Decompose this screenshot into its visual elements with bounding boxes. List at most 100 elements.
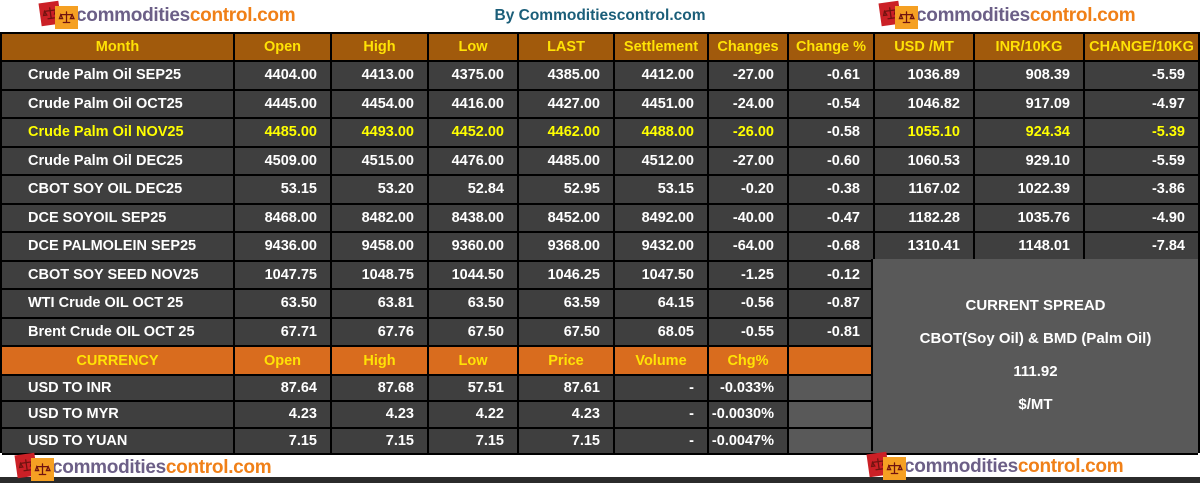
- table-cell: 9458.00: [332, 233, 429, 260]
- column-header: Chg%: [709, 347, 789, 374]
- table-cell: 87.68: [332, 376, 429, 401]
- table-cell: -3.86: [1151, 181, 1185, 198]
- table-cell: 1044.50: [429, 261, 519, 288]
- table-row: Crude Palm Oil NOV25 4485.00 4493.00 4452.0…: [2, 119, 1198, 148]
- table-cell: USD TO MYR: [2, 402, 235, 427]
- table-cell: 63.50: [235, 290, 332, 317]
- column-header: Open: [235, 34, 332, 60]
- table-cell: -0.81: [789, 318, 875, 345]
- table-cell: WTI Crude OIL OCT 25: [2, 290, 235, 317]
- orange-square-icon: [883, 457, 906, 480]
- column-header: USD /MT: [875, 34, 975, 60]
- table-cell: 1060.53: [875, 147, 975, 174]
- table-cell: 1036.89: [875, 62, 975, 89]
- table-cell: 52.95: [519, 176, 615, 203]
- table-cell: -0.033%: [709, 376, 789, 401]
- column-header: LAST: [519, 34, 615, 60]
- table-cell: 9436.00: [235, 233, 332, 260]
- table-cell: 4375.00: [429, 62, 519, 89]
- table-cell: -5.39: [1151, 124, 1185, 141]
- orange-square-icon: [55, 6, 78, 29]
- table-cell: 8452.00: [519, 204, 615, 231]
- table-cell: 7.15: [519, 428, 615, 453]
- table-cell: 1046.82: [875, 90, 975, 117]
- column-header: Settlement: [615, 34, 709, 60]
- table-cell: -0.58: [789, 119, 875, 146]
- table-cell: 9368.00: [519, 233, 615, 260]
- table-cell: 4485.00: [519, 147, 615, 174]
- table-cell: Crude Palm Oil SEP25: [2, 62, 235, 89]
- table-cell: 1048.75: [332, 261, 429, 288]
- table-cell: -0.60: [789, 147, 875, 174]
- table-cell: 67.50: [519, 318, 615, 345]
- main-table-header-row: Month Open High Low LAST Settlement Changes Cha…: [2, 34, 1198, 62]
- table-cell: -0.12: [789, 261, 875, 288]
- table-cell: 9432.00: [615, 233, 709, 260]
- table-cell: 67.71: [235, 318, 332, 345]
- table-row: Crude Palm Oil OCT25 4445.00 4454.00 4416.0…: [2, 90, 1198, 119]
- table-cell: -5.59: [1151, 152, 1185, 169]
- table-cell: 4404.00: [235, 62, 332, 89]
- column-header: CHANGE/10KG: [1089, 39, 1194, 55]
- table-cell: -0.61: [789, 62, 875, 89]
- table-cell: -24.00: [709, 90, 789, 117]
- table-cell: -7.84: [1151, 238, 1185, 255]
- table-cell: 8438.00: [429, 204, 519, 231]
- table-cell: 4412.00: [615, 62, 709, 89]
- column-header: Low: [429, 347, 519, 374]
- table-cell: 4493.00: [332, 119, 429, 146]
- table-cell: 4416.00: [429, 90, 519, 117]
- table-cell: -4.90: [1151, 209, 1185, 226]
- table-cell: USD TO INR: [2, 376, 235, 401]
- table-cell: 9360.00: [429, 233, 519, 260]
- table-cell: Crude Palm Oil NOV25: [2, 119, 235, 146]
- table-cell: 7.15: [235, 428, 332, 453]
- logo-text-commodities: commodities: [52, 457, 166, 478]
- table-cell: -: [615, 402, 709, 427]
- table-cell: 63.81: [332, 290, 429, 317]
- table-cell: -0.20: [709, 176, 789, 203]
- table-cell: Crude Palm Oil DEC25: [2, 147, 235, 174]
- commoditiescontrol-logo-top-right: commoditiescontrol.com: [878, 0, 1136, 30]
- table-cell: 1022.39: [975, 176, 1085, 203]
- column-header: Open: [235, 347, 332, 374]
- orange-square-icon: [31, 458, 54, 481]
- table-cell: -27.00: [709, 147, 789, 174]
- orange-square-icon: [895, 6, 918, 29]
- table-cell: DCE PALMOLEIN SEP25: [2, 233, 235, 260]
- table-cell: 924.34: [975, 119, 1085, 146]
- table-cell: 67.76: [332, 318, 429, 345]
- table-cell: -0.68: [789, 233, 875, 260]
- table-cell: 929.10: [975, 147, 1085, 174]
- logo-text: commoditiescontrol.com: [76, 5, 296, 27]
- logo-text-control: control.com: [1017, 456, 1124, 477]
- table-cell: 1047.75: [235, 261, 332, 288]
- logo-text-control: control.com: [1029, 5, 1136, 26]
- logo-squares: [878, 0, 920, 30]
- logo-text: commoditiescontrol.com: [904, 456, 1124, 478]
- logo-squares: [38, 0, 80, 30]
- table-cell: 917.09: [975, 90, 1085, 117]
- table-cell: -26.00: [709, 119, 789, 146]
- table-cell: -: [615, 376, 709, 401]
- table-cell: 53.15: [615, 176, 709, 203]
- table-cell: 87.61: [519, 376, 615, 401]
- commoditiescontrol-logo-top-left: commoditiescontrol.com: [38, 0, 296, 30]
- logo-squares: [866, 451, 908, 481]
- table-cell: 64.15: [615, 290, 709, 317]
- table-cell: 63.59: [519, 290, 615, 317]
- table-row: CBOT SOY OIL DEC25 53.15 53.20 52.84 52.95 53…: [2, 176, 1198, 205]
- table-cell: -4.97: [1151, 95, 1185, 112]
- table-cell: 1046.25: [519, 261, 615, 288]
- table-cell: 1148.01: [975, 233, 1085, 260]
- table-cell: 63.50: [429, 290, 519, 317]
- main-table-body: Month Open High Low LAST Settlement Changes Cha…: [2, 34, 1198, 347]
- table-row: Crude Palm Oil SEP25 4404.00 4413.00 4375.0…: [2, 62, 1198, 91]
- commoditiescontrol-logo-bottom-left: commoditiescontrol.com: [14, 452, 272, 482]
- table-cell: 8482.00: [332, 204, 429, 231]
- table-cell: 908.39: [975, 62, 1085, 89]
- table-cell: 67.50: [429, 318, 519, 345]
- table-cell: 7.15: [429, 428, 519, 453]
- spread-unit: $/MT: [1018, 396, 1053, 413]
- table-cell: 7.15: [332, 428, 429, 453]
